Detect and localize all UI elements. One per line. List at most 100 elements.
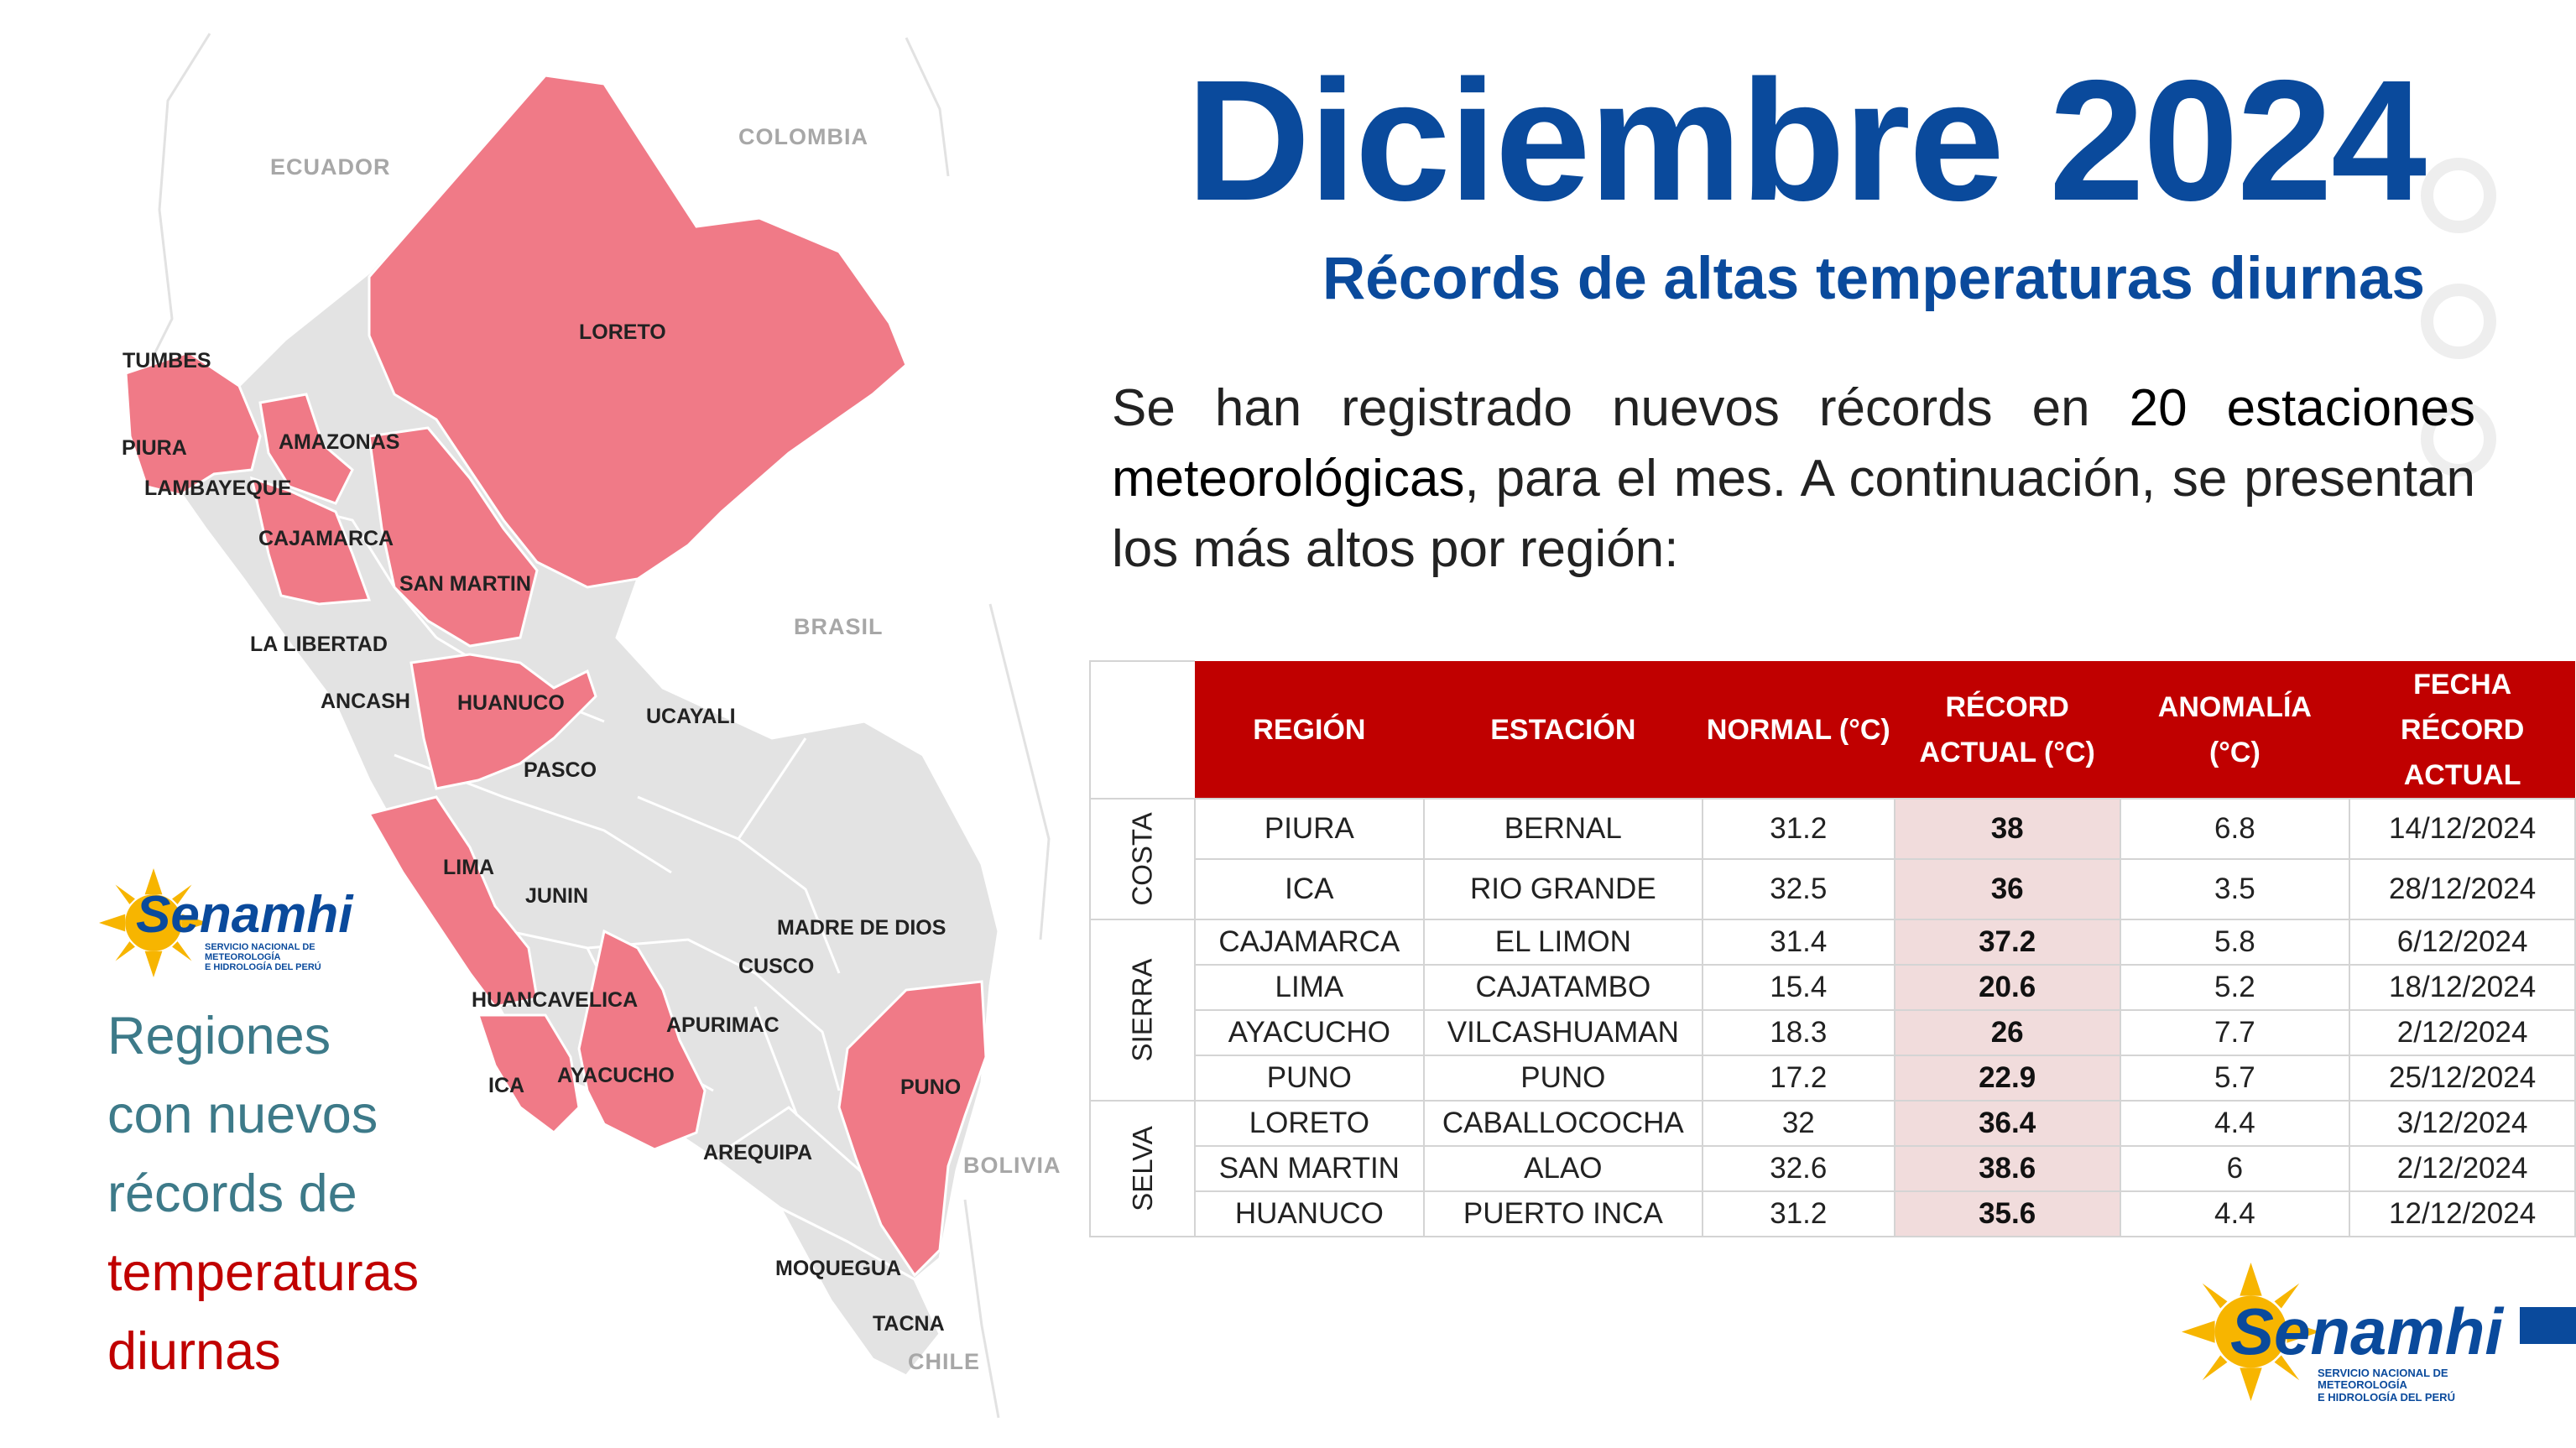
label-lima: LIMA <box>443 856 494 879</box>
header-group-blank <box>1089 660 1195 800</box>
label-junin: JUNIN <box>525 884 588 908</box>
label-tumbes: TUMBES <box>123 349 211 372</box>
cell-record: 38.6 <box>1893 1145 2121 1192</box>
sun-icon <box>2182 1263 2320 1401</box>
label-huancavelica: HUANCAVELICA <box>472 988 638 1012</box>
cell-record: 26 <box>1893 1009 2121 1056</box>
table-row: COSTA PIURA BERNAL 31.2 38 6.8 14/12/2024 <box>1089 798 2576 920</box>
group-label: SELVA <box>1126 1126 1158 1211</box>
label-ayacucho: AYACUCHO <box>557 1064 675 1087</box>
logo-wordmark: Senamhi <box>2230 1294 2504 1368</box>
label-madre-de-dios: MADRE DE DIOS <box>777 916 946 940</box>
cell-record: 36.4 <box>1893 1100 2121 1147</box>
cell-region: SAN MARTIN <box>1193 1145 1425 1192</box>
cell-anomaly: 3.5 <box>2119 858 2351 920</box>
label-lambayeque: LAMBAYEQUE <box>144 477 292 500</box>
cell-date: 18/12/2024 <box>2349 964 2576 1011</box>
cell-normal: 15.4 <box>1701 964 1895 1011</box>
region-labels: TUMBES PIURA LAMBAYEQUE AMAZONAS CAJAMAR… <box>122 320 961 1336</box>
region-san-martin <box>368 426 539 648</box>
cell-region: HUANUCO <box>1193 1190 1425 1237</box>
region-amazonas <box>258 393 354 505</box>
label-tacna: TACNA <box>873 1312 945 1336</box>
cell-station: PUNO <box>1422 1055 1703 1102</box>
map-legend: Regiones con nuevos récords de temperatu… <box>107 997 419 1391</box>
label-brasil: BRASIL <box>794 614 884 639</box>
label-pasco: PASCO <box>524 758 597 782</box>
label-chile: CHILE <box>908 1349 980 1374</box>
decor-bar <box>2520 1307 2576 1344</box>
label-puno: PUNO <box>900 1076 961 1099</box>
neighbor-borders <box>149 33 1051 1419</box>
cell-record: 36 <box>1893 858 2121 920</box>
cell-anomaly: 5.2 <box>2119 964 2351 1011</box>
cell-station: CABALLOCOCHA <box>1422 1100 1703 1147</box>
highlighted-regions <box>124 74 988 1278</box>
cell-date: 3/12/2024 <box>2349 1100 2576 1147</box>
legend-line-highlight: temperaturas <box>107 1243 420 1302</box>
table-row: LIMA CAJATAMBO 15.4 20.6 5.2 18/12/2024 <box>1090 964 2576 1011</box>
cell-record: 35.6 <box>1893 1190 2121 1237</box>
region-lima <box>367 795 539 1008</box>
page-subtitle: Récords de altas temperaturas diurnas <box>1322 246 2425 312</box>
cell-station: RIO GRANDE <box>1422 858 1703 920</box>
cell-date: 12/12/2024 <box>2349 1190 2576 1237</box>
region-puno <box>837 980 988 1278</box>
cell-region: LIMA <box>1193 964 1425 1011</box>
records-table: REGIÓN ESTACIÓN NORMAL (°C) RÉCORD ACTUA… <box>1089 660 2576 1237</box>
label-cajamarca: CAJAMARCA <box>258 527 394 550</box>
cell-station: VILCASHUAMAN <box>1422 1009 1703 1056</box>
legend-line: Regiones <box>107 1007 331 1065</box>
header-anomaly: ANOMALÍA (°C) <box>2120 661 2350 799</box>
legend-line-highlight: diurnas <box>107 1322 281 1381</box>
cell-normal: 32 <box>1701 1100 1895 1147</box>
senamhi-logo-right: Senamhi SERVICIO NACIONAL DE METEOROLOGÍ… <box>2182 1258 2517 1409</box>
cell-record: 38 <box>1893 798 2121 860</box>
cell-normal: 17.2 <box>1701 1055 1895 1102</box>
group-label-cell: COSTA <box>1089 798 1196 920</box>
tacna-area <box>777 1205 941 1378</box>
cell-station: ALAO <box>1422 1145 1703 1192</box>
logo-tagline: SERVICIO NACIONAL DE METEOROLOGÍA E HIDRO… <box>2318 1367 2455 1404</box>
sun-icon <box>99 868 208 977</box>
group-label-cell: SIERRA <box>1089 919 1196 1102</box>
label-apurimac: APURIMAC <box>666 1013 780 1037</box>
cell-anomaly: 7.7 <box>2119 1009 2351 1056</box>
logo-wordmark: Senamhi <box>136 886 353 944</box>
cell-anomaly: 5.8 <box>2119 919 2351 966</box>
table-row: SIERRA CAJAMARCA EL LIMON 31.4 37.2 5.8 6/12/2… <box>1089 919 2576 1102</box>
legend-line: con nuevos <box>107 1086 378 1144</box>
label-ecuador: ECUADOR <box>270 154 391 180</box>
records-table-container: REGIÓN ESTACIÓN NORMAL (°C) RÉCORD ACTUA… <box>1089 660 2576 1237</box>
cell-anomaly: 4.4 <box>2119 1100 2351 1147</box>
region-ayacucho <box>577 929 707 1151</box>
header-date: FECHA RÉCORD ACTUAL <box>2349 661 2575 799</box>
label-san-martin: SAN MARTIN <box>399 572 531 596</box>
label-cusco: CUSCO <box>738 955 814 978</box>
cell-date: 2/12/2024 <box>2349 1009 2576 1056</box>
label-bolivia: BOLIVIA <box>963 1153 1061 1178</box>
header-region: REGIÓN <box>1194 661 1424 799</box>
header-normal: NORMAL (°C) <box>1702 661 1895 799</box>
page-title: Diciembre 2024 <box>1186 44 2427 237</box>
cell-anomaly: 6 <box>2119 1145 2351 1192</box>
cell-normal: 31.2 <box>1701 1190 1895 1237</box>
logo-tagline: SERVICIO NACIONAL DE METEOROLOGÍA E HIDRO… <box>205 942 321 973</box>
country-labels: ECUADOR COLOMBIA BRASIL BOLIVIA CHILE <box>270 124 1061 1374</box>
cell-station: PUERTO INCA <box>1422 1190 1703 1237</box>
legend-line: récords de <box>107 1164 357 1223</box>
label-piura: PIURA <box>122 436 187 460</box>
label-ucayali: UCAYALI <box>646 705 736 728</box>
intro-highlight: 20 estaciones meteorológicas <box>1112 379 2475 508</box>
cell-record: 22.9 <box>1893 1055 2121 1102</box>
cell-normal: 31.2 <box>1701 798 1895 860</box>
header-station: ESTACIÓN <box>1423 661 1703 799</box>
cell-normal: 18.3 <box>1701 1009 1895 1056</box>
region-ica <box>476 1013 581 1134</box>
label-loreto: LORETO <box>579 320 666 344</box>
cell-normal: 31.4 <box>1701 919 1895 966</box>
table-header-row: REGIÓN ESTACIÓN NORMAL (°C) RÉCORD ACTUA… <box>1089 660 2575 800</box>
cell-record: 20.6 <box>1893 964 2121 1011</box>
table-row: ICA RIO GRANDE 32.5 36 3.5 28/12/2024 <box>1090 858 2576 920</box>
cell-anomaly: 5.7 <box>2119 1055 2351 1102</box>
